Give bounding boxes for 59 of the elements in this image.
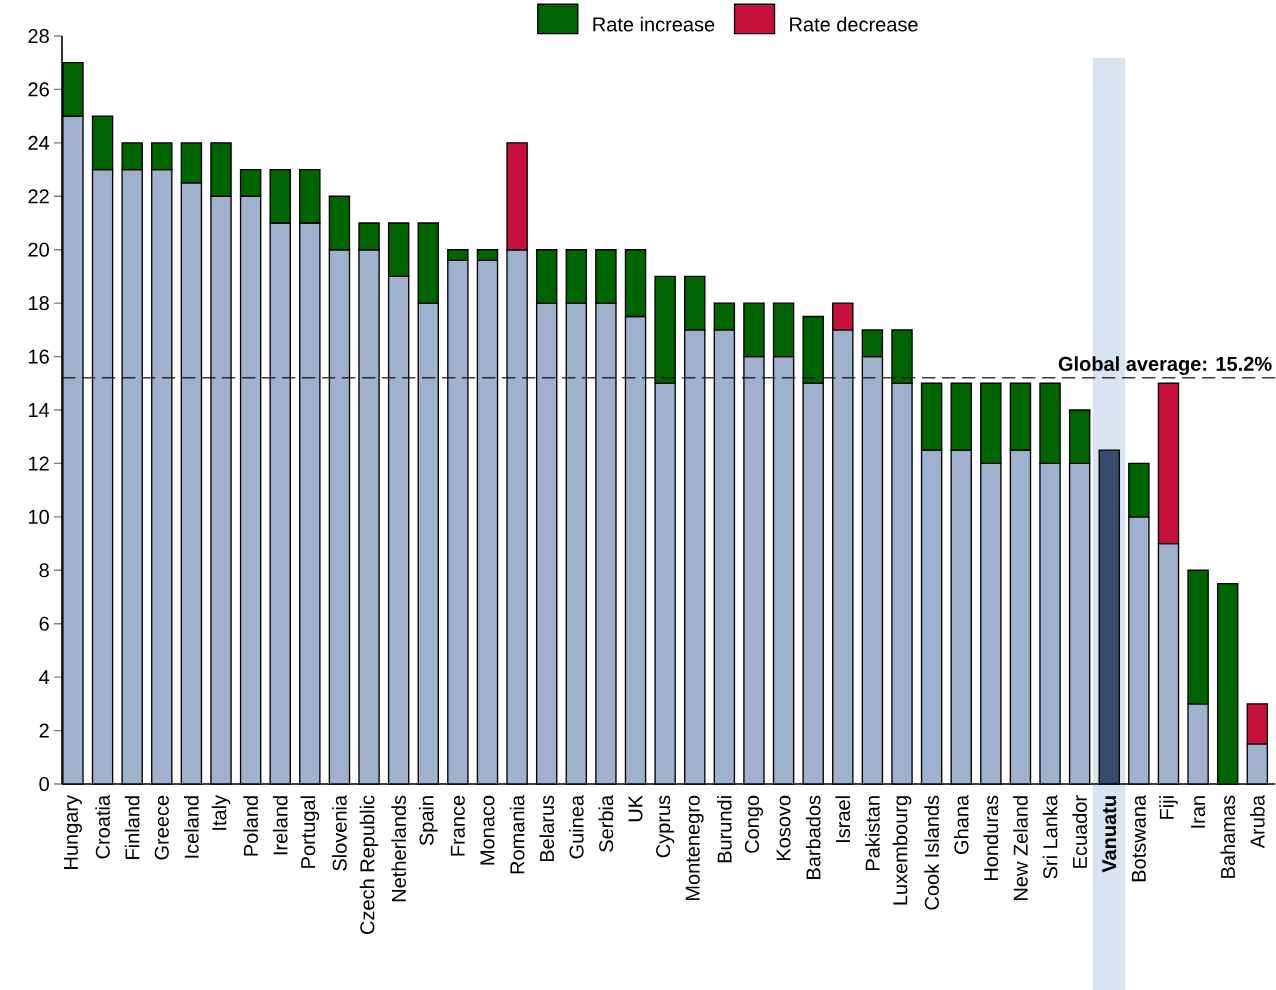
x-tick-label: Czech Republic [359,795,379,934]
x-tick-label: Iceland [184,796,199,858]
x-tick-label: Cook Islands [924,795,939,910]
x-tick-label: Fiji [1159,796,1178,819]
x-tick-label: Slovenia [332,794,347,871]
x-tick-label: Finland [124,796,140,859]
x-tick-label: Luxembourg [892,796,912,905]
legend-label: Rate increase [593,16,715,32]
x-tick-label: France [450,795,465,856]
y-tick-label: 14 [29,403,50,417]
x-tick-label: Portugal [300,796,320,868]
x-tick-label: Italy [211,794,231,830]
x-tick-label: Ireland [272,796,288,855]
x-tick-label: Ghana [953,794,969,854]
y-tick-label: 26 [28,82,49,97]
y-tick-label: 0 [39,776,49,792]
x-tick-label: Poland [243,796,258,856]
x-tick-label: Ecuador [1072,795,1087,868]
y-tick-label: 24 [28,135,50,150]
x-tick-label: New Zeland [1013,796,1028,901]
x-tick-label: Honduras [983,795,999,881]
x-tick-label: Burundi [717,796,732,863]
x-tick-label: Netherlands [391,795,406,902]
x-tick-label: Cyprus [656,795,675,858]
x-tick-label: Romania [509,794,525,874]
ref-line-label: Global average: 15.2% [1058,356,1272,376]
y-tick-label: 8 [39,563,49,578]
legend-label: Rate decrease [790,16,918,32]
x-tick-label: Israel [835,796,851,842]
x-tick-label: Serbia [598,794,614,852]
y-tick-label: 22 [28,189,49,204]
x-tick-label: Pakistan [865,796,880,871]
x-tick-label: UK [628,795,643,822]
y-tick-label: 18 [29,296,49,311]
y-tick-label: 12 [29,456,49,471]
x-tick-label: Congo [744,795,764,853]
x-tick-label: Vanuatu [1102,796,1117,873]
y-tick-label: 16 [29,349,49,364]
x-tick-label: Belarus [539,795,555,862]
x-tick-label: Kosovo [776,795,791,861]
y-tick-label: 2 [39,723,49,738]
x-tick-label: Iran [1191,796,1206,828]
x-tick-label: Sri Lanka [1042,794,1058,879]
y-tick-label: 10 [29,509,49,524]
y-tick-label: 20 [28,242,49,257]
x-tick-label: Montenegro [685,795,704,901]
x-tick-label: Hungary [64,795,82,869]
x-tick-label: Monaco [480,795,495,865]
x-tick-label: Spain [418,796,438,846]
x-tick-label: Botswana [1131,794,1146,882]
x-tick-label: Croatia [95,794,110,859]
y-tick-label: 6 [39,616,49,631]
y-tick-label: 4 [39,670,50,685]
y-tick-label: 28 [28,28,49,44]
x-tick-label: Greece [154,795,169,860]
x-tick-label: Aruba [1249,794,1265,849]
x-tick-label: Guinea [568,794,584,859]
x-tick-label: Bahamas [1220,795,1236,878]
x-tick-label: Barbados [805,795,821,879]
